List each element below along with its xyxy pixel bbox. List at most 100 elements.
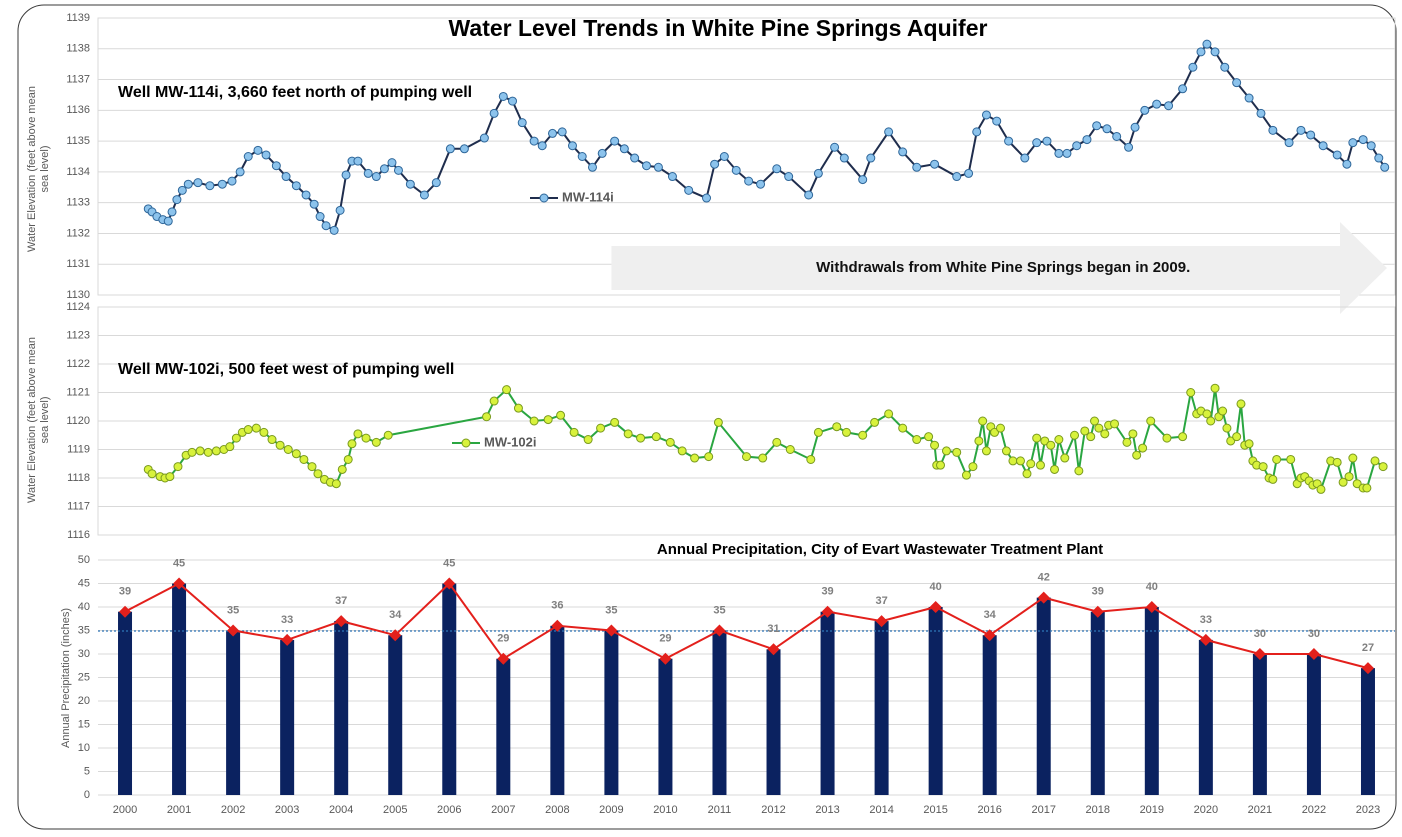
data-point	[1258, 462, 1268, 472]
data-point	[205, 181, 215, 191]
bar	[1090, 611, 1105, 795]
data-point	[502, 385, 512, 395]
data-point	[172, 195, 182, 205]
x-tick-label: 2012	[761, 804, 785, 816]
data-point	[1100, 429, 1110, 439]
data-point	[281, 633, 294, 646]
data-point	[1128, 429, 1138, 439]
data-point	[964, 168, 974, 178]
data-point	[1352, 479, 1362, 489]
data-point	[1253, 648, 1266, 660]
data-point	[187, 447, 197, 457]
data-point	[307, 462, 317, 472]
data-point	[1070, 430, 1080, 440]
data-point	[952, 172, 962, 182]
data-point	[337, 464, 347, 474]
data-point	[884, 409, 894, 419]
value-label: 27	[1362, 642, 1374, 654]
data-point	[261, 150, 271, 160]
data-point	[119, 605, 132, 618]
data-point	[1164, 101, 1174, 111]
data-point	[767, 643, 780, 656]
data-point	[1040, 436, 1050, 446]
y-tick-label: 1118	[67, 472, 90, 484]
data-point	[1004, 136, 1014, 146]
data-point	[1094, 423, 1104, 433]
value-label: 33	[1200, 614, 1212, 626]
data-point	[912, 162, 922, 172]
y-tick-label: 1136	[66, 104, 90, 116]
data-point	[990, 427, 1000, 437]
data-point	[785, 445, 795, 454]
data-point	[1072, 141, 1082, 151]
value-label: 37	[875, 595, 887, 607]
bar	[1360, 668, 1375, 795]
data-point	[1199, 633, 1212, 646]
bar	[658, 658, 673, 795]
data-point	[1256, 108, 1266, 118]
data-point	[283, 445, 293, 454]
bar	[334, 621, 349, 795]
y-tick-label: 1130	[66, 289, 90, 301]
data-point	[1348, 138, 1358, 148]
data-point	[1232, 78, 1242, 88]
data-point	[556, 410, 566, 420]
data-point	[758, 453, 768, 463]
data-point	[830, 142, 840, 152]
data-point	[587, 162, 597, 172]
data-point	[742, 452, 751, 462]
data-point	[1286, 454, 1296, 464]
data-point	[1008, 456, 1018, 466]
x-tick-label: 2003	[275, 804, 299, 816]
data-point	[1366, 141, 1376, 151]
data-point	[1122, 437, 1132, 447]
bar	[604, 630, 619, 795]
data-point	[929, 601, 942, 613]
y-tick-label: 1120	[66, 415, 90, 427]
data-point	[1222, 423, 1232, 433]
data-point	[235, 167, 245, 177]
x-tick-label: 2020	[1194, 804, 1218, 816]
y-tick-label: 1137	[66, 73, 90, 85]
data-point	[1162, 433, 1172, 443]
data-point	[1202, 409, 1212, 419]
bar	[442, 583, 457, 795]
data-point	[557, 127, 567, 137]
data-point	[713, 417, 723, 427]
y-tick-label: 1116	[67, 529, 90, 541]
data-point	[1268, 125, 1278, 135]
data-point	[1082, 135, 1092, 145]
value-label: 34	[389, 609, 402, 621]
data-point	[1344, 472, 1354, 482]
data-point	[211, 446, 221, 456]
panel-title: Well MW-114i, 3,660 feet north of pumpin…	[118, 84, 472, 101]
data-point	[301, 190, 311, 200]
data-point	[1332, 457, 1342, 467]
data-point	[1020, 153, 1030, 163]
data-point	[1032, 433, 1042, 443]
y-tick-label: 1132	[66, 227, 90, 239]
bar	[388, 635, 403, 795]
data-point	[275, 440, 285, 450]
data-point	[1307, 648, 1320, 660]
y-axis-title: Water Elevation (feet above mean sea lev…	[26, 86, 51, 252]
data-point	[713, 624, 726, 637]
data-point	[756, 179, 766, 189]
data-point	[1091, 605, 1104, 618]
data-point	[443, 577, 456, 590]
value-label: 34	[984, 609, 997, 621]
data-point	[1348, 453, 1358, 463]
value-label: 39	[821, 586, 833, 598]
data-point	[1380, 162, 1390, 172]
value-label: 35	[713, 604, 725, 616]
y-tick-label: 1133	[66, 197, 90, 209]
data-point	[1035, 460, 1045, 470]
data-point	[936, 460, 946, 470]
data-point	[227, 176, 237, 186]
data-point	[1032, 138, 1042, 148]
data-point	[1092, 121, 1102, 131]
data-point	[605, 624, 618, 637]
data-point	[702, 193, 712, 203]
